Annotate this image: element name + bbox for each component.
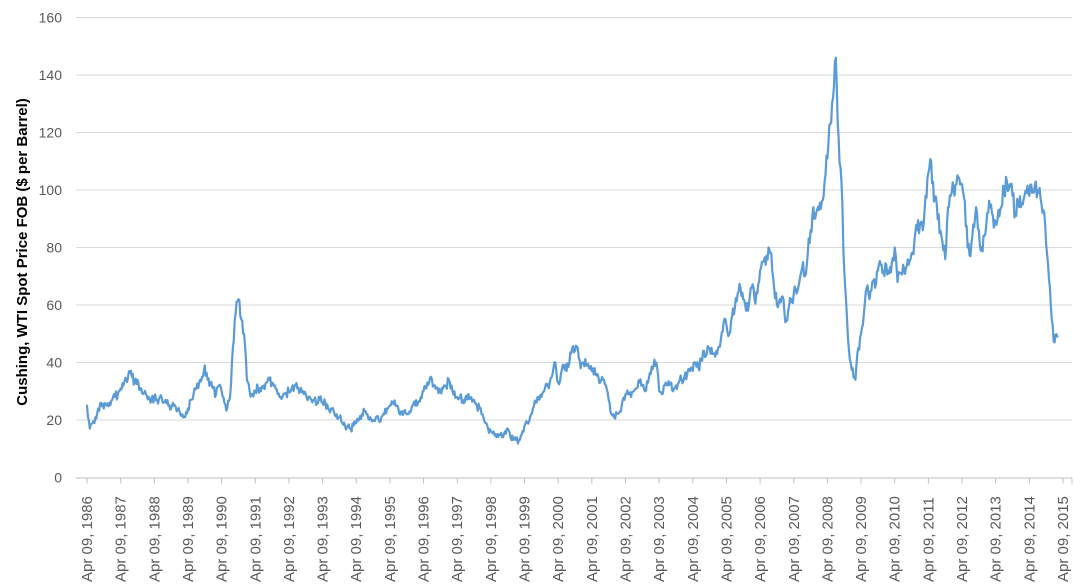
price-line <box>85 56 1059 445</box>
x-tick-label: Apr 09, 2009 <box>853 496 870 582</box>
x-tick-label: Apr 09, 2002 <box>617 496 634 582</box>
x-tick-label: Apr 09, 2003 <box>651 496 668 582</box>
x-tick-label: Apr 09, 2013 <box>988 496 1005 582</box>
y-tick-label: 40 <box>46 355 62 371</box>
x-tick-label: Apr 09, 2006 <box>752 496 769 582</box>
x-tick-label: Apr 09, 2008 <box>819 496 836 582</box>
x-axis-tick-labels: Apr 09, 1986 Apr 09, 1987 Apr 09, 1988 Apr … <box>79 496 1072 582</box>
x-tick-label: Apr 09, 1997 <box>449 496 466 582</box>
y-tick-label: 140 <box>39 67 63 83</box>
x-tick-label: Apr 09, 1992 <box>281 496 298 582</box>
x-tick-label: Apr 09, 1998 <box>483 496 500 582</box>
x-tick-label: Apr 09, 2014 <box>1021 496 1038 582</box>
x-tick-label: Apr 09, 1990 <box>214 496 231 582</box>
x-tick-label: Apr 09, 2000 <box>550 496 567 582</box>
x-tick-label: Apr 09, 1991 <box>247 496 264 582</box>
x-tick-label: Apr 09, 1986 <box>79 496 96 582</box>
x-tick-label: Apr 09, 2001 <box>584 496 601 582</box>
x-tick-label: Apr 09, 1999 <box>517 496 534 582</box>
x-tick-label: Apr 09, 2005 <box>718 496 735 582</box>
y-tick-label: 160 <box>39 10 63 26</box>
x-tick-label: Apr 09, 1988 <box>146 496 163 582</box>
x-tick-label: Apr 09, 1987 <box>113 496 130 582</box>
x-tick-label: Apr 09, 1996 <box>416 496 433 582</box>
y-tick-label: 0 <box>54 470 62 486</box>
y-tick-label: 20 <box>46 412 62 428</box>
x-tick-label: Apr 09, 1995 <box>382 496 399 582</box>
x-tick-label: Apr 09, 2011 <box>920 497 937 582</box>
x-tick-label: Apr 09, 1994 <box>348 496 365 582</box>
x-axis <box>76 477 1073 484</box>
y-tick-label: 60 <box>46 297 62 313</box>
x-tick-label: Apr 09, 2012 <box>954 496 971 582</box>
y-tick-label: 80 <box>46 240 62 256</box>
x-tick-label: Apr 09, 2007 <box>786 496 803 582</box>
x-tick-label: Apr 09, 2010 <box>887 496 904 582</box>
x-tick-label: Apr 09, 2004 <box>685 496 702 582</box>
y-tick-label: 120 <box>39 125 63 141</box>
gridlines <box>76 17 1072 421</box>
y-axis-title: Cushing, WTI Spot Price FOB ($ per Barre… <box>14 98 31 406</box>
x-tick-label: Apr 09, 1989 <box>180 496 197 582</box>
y-axis-tick-labels: 0 20 40 60 80 100 120 140 160 <box>39 10 63 486</box>
x-tick-label: Apr 09, 1993 <box>315 496 332 582</box>
x-tick-label: Apr 09, 2015 <box>1055 496 1072 582</box>
y-tick-label: 100 <box>39 182 63 198</box>
price-line-series <box>85 56 1059 445</box>
